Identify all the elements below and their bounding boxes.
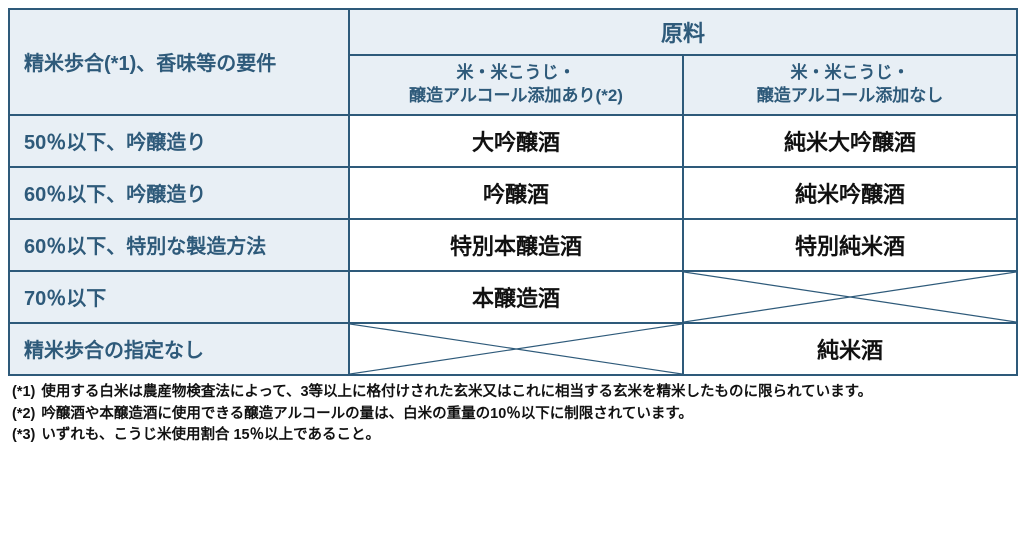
footnote-3: (*3) いずれも、こうじ米使用割合 15％以上であること。 bbox=[12, 425, 1012, 447]
cell-r4c1-crossed bbox=[349, 323, 683, 375]
cross-out-icon bbox=[684, 272, 1016, 322]
row-label: 60％以下、特別な製造方法 bbox=[9, 219, 349, 271]
cell-r3c1: 本醸造酒 bbox=[349, 271, 683, 323]
table-row: 60％以下、吟醸造り 吟醸酒 純米吟醸酒 bbox=[9, 167, 1017, 219]
footnote-tag: (*3) bbox=[12, 425, 41, 447]
footnotes: (*1) 使用する白米は農産物検査法によって、3等以上に格付けされた玄米又はこれ… bbox=[8, 382, 1016, 447]
col2-header: 米・米こうじ・ 醸造アルコール添加なし bbox=[683, 55, 1017, 115]
footnote-tag: (*2) bbox=[12, 404, 41, 426]
cell-r2c1: 特別本醸造酒 bbox=[349, 219, 683, 271]
table-row: 60％以下、特別な製造方法 特別本醸造酒 特別純米酒 bbox=[9, 219, 1017, 271]
row-label: 50％以下、吟醸造り bbox=[9, 115, 349, 167]
cell-r0c1: 大吟醸酒 bbox=[349, 115, 683, 167]
cell-r3c2-crossed bbox=[683, 271, 1017, 323]
footnote-tag: (*1) bbox=[12, 382, 41, 404]
table-row: 50％以下、吟醸造り 大吟醸酒 純米大吟醸酒 bbox=[9, 115, 1017, 167]
corner-header-cell: 精米歩合(*1)、香味等の要件 bbox=[9, 9, 349, 115]
col1-line2: 醸造アルコール添加あり(*2) bbox=[409, 86, 623, 105]
cell-r1c2: 純米吟醸酒 bbox=[683, 167, 1017, 219]
row-label: 60％以下、吟醸造り bbox=[9, 167, 349, 219]
table-row: 精米歩合の指定なし 純米酒 bbox=[9, 323, 1017, 375]
row-label: 70％以下 bbox=[9, 271, 349, 323]
footnote-text: 吟醸酒や本醸造酒に使用できる醸造アルコールの量は、白米の重量の10％以下に制限さ… bbox=[41, 404, 693, 426]
cell-r0c2: 純米大吟醸酒 bbox=[683, 115, 1017, 167]
footnote-text: いずれも、こうじ米使用割合 15％以上であること。 bbox=[41, 425, 380, 447]
cross-out-icon bbox=[350, 324, 682, 374]
cell-r2c2: 特別純米酒 bbox=[683, 219, 1017, 271]
col2-line1: 米・米こうじ・ bbox=[791, 63, 910, 82]
corner-header: 精米歩合(*1)、香味等の要件 bbox=[24, 53, 276, 75]
footnote-2: (*2) 吟醸酒や本醸造酒に使用できる醸造アルコールの量は、白米の重量の10％以… bbox=[12, 404, 1012, 426]
ingredients-header: 原料 bbox=[661, 21, 705, 46]
table-row: 70％以下 本醸造酒 bbox=[9, 271, 1017, 323]
cell-r1c1: 吟醸酒 bbox=[349, 167, 683, 219]
row-label: 精米歩合の指定なし bbox=[9, 323, 349, 375]
footnote-text: 使用する白米は農産物検査法によって、3等以上に格付けされた玄米又はこれに相当する… bbox=[41, 382, 872, 404]
col1-header: 米・米こうじ・ 醸造アルコール添加あり(*2) bbox=[349, 55, 683, 115]
sake-classification-table: 精米歩合(*1)、香味等の要件 原料 米・米こうじ・ 醸造アルコール添加あり(*… bbox=[8, 8, 1018, 376]
col2-line2: 醸造アルコール添加なし bbox=[757, 86, 944, 105]
col1-line1: 米・米こうじ・ bbox=[457, 63, 576, 82]
ingredients-header-cell: 原料 bbox=[349, 9, 1017, 55]
footnote-1: (*1) 使用する白米は農産物検査法によって、3等以上に格付けされた玄米又はこれ… bbox=[12, 382, 1012, 404]
cell-r4c2: 純米酒 bbox=[683, 323, 1017, 375]
